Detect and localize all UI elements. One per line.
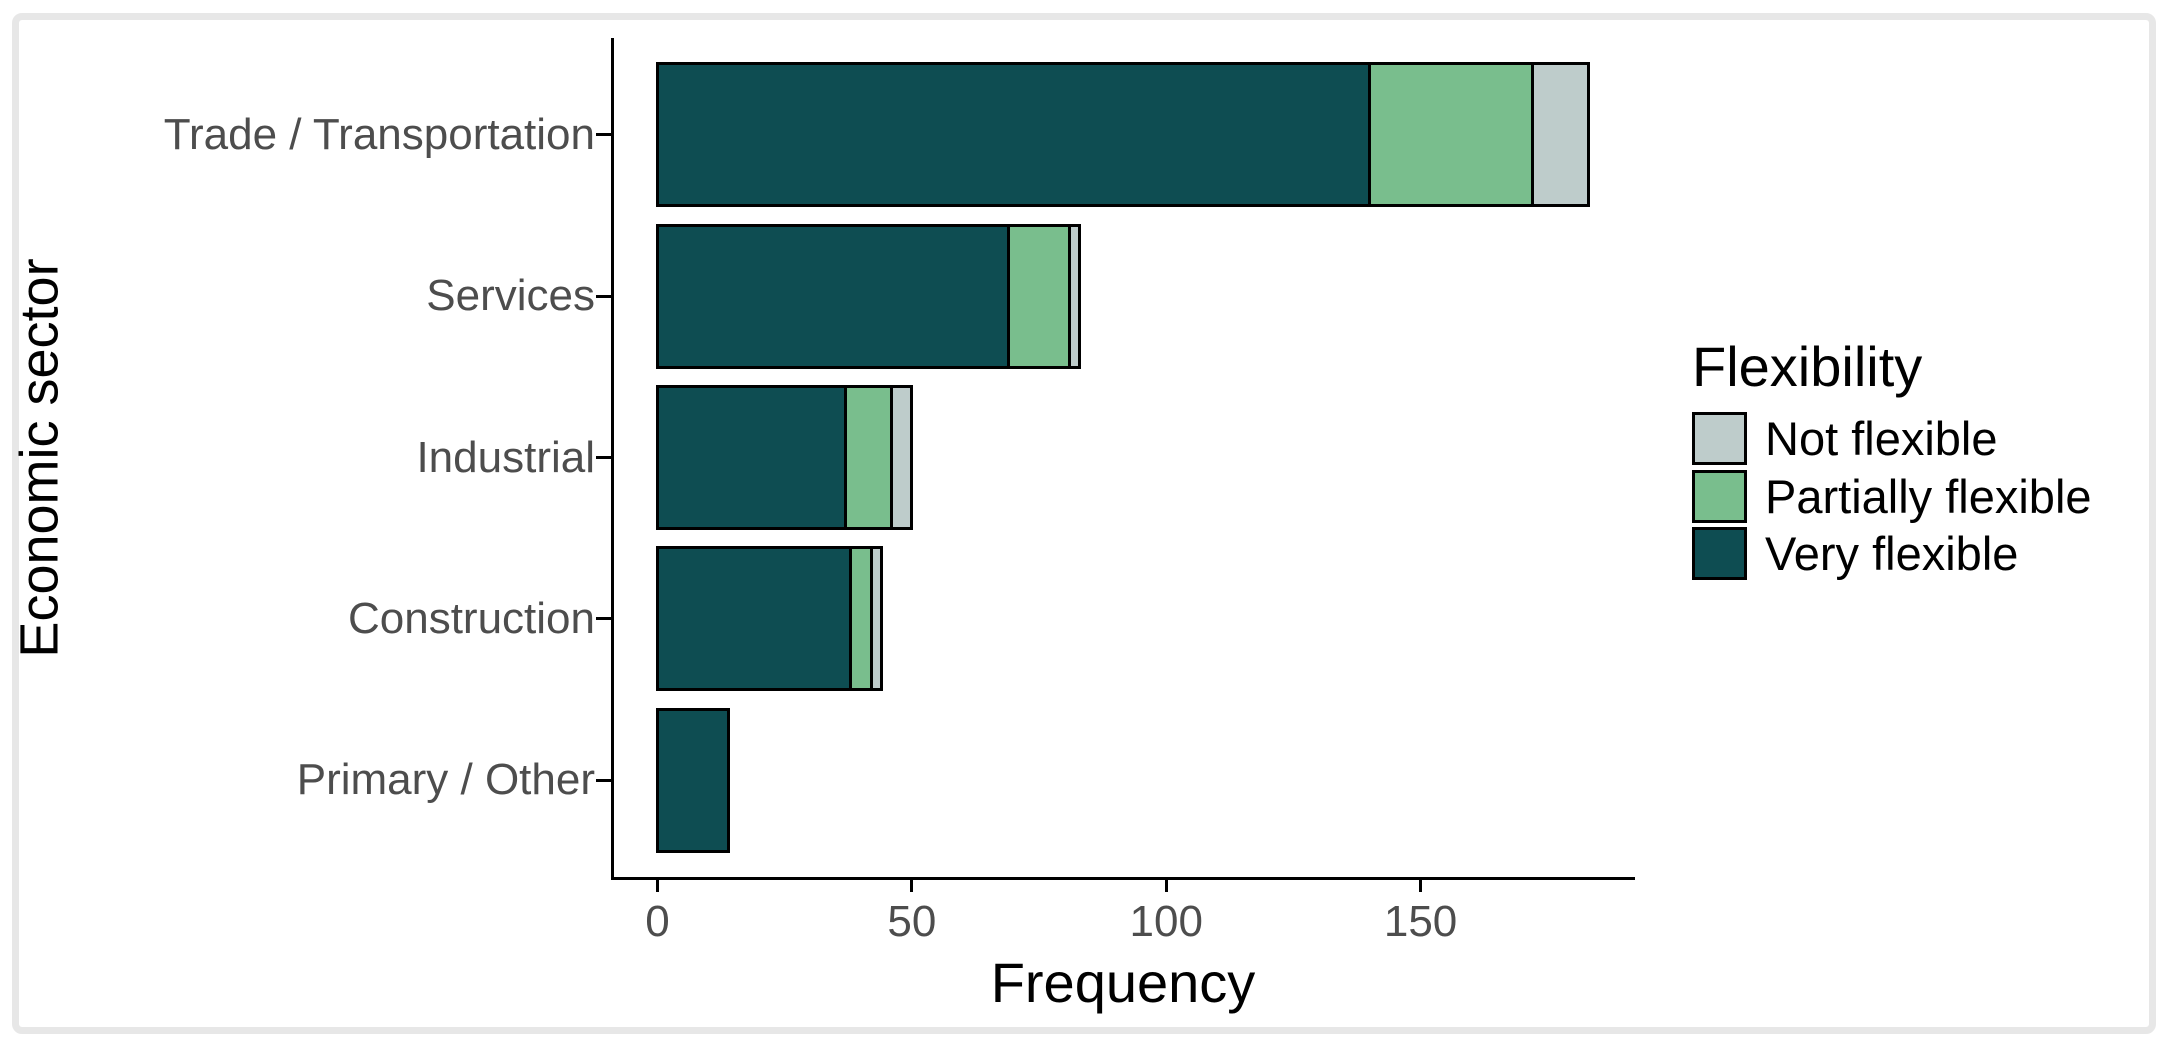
- x-tick-mark: [910, 877, 914, 892]
- bar-segment: [656, 62, 1372, 208]
- bar-segment: [1007, 223, 1072, 369]
- card-frame: [12, 13, 2156, 1034]
- y-axis-title-wrap: Economic sector: [8, 38, 72, 877]
- bar-segment: [869, 546, 883, 692]
- legend-entry-label: Very flexible: [1765, 527, 2019, 580]
- legend-swatch: [1692, 412, 1747, 465]
- bar-segment: [1530, 62, 1590, 208]
- legend-swatch: [1692, 527, 1747, 580]
- y-axis-title: Economic sector: [10, 257, 70, 658]
- legend-swatch: [1692, 469, 1747, 523]
- x-tick-label: 50: [887, 897, 937, 946]
- x-tick-mark: [1419, 877, 1423, 892]
- x-tick-mark: [1164, 877, 1168, 892]
- bar-segment: [656, 223, 1011, 369]
- y-category-label: Services: [426, 271, 595, 321]
- y-tick-mark: [596, 133, 611, 137]
- bar-segment: [656, 707, 731, 853]
- y-tick-mark: [596, 617, 611, 621]
- y-axis-line: [611, 38, 614, 880]
- bar-segment: [656, 546, 853, 692]
- bar-segment: [890, 384, 914, 531]
- x-axis-title: Frequency: [990, 951, 1256, 1014]
- y-tick-mark: [596, 294, 611, 298]
- y-category-label: Primary / Other: [296, 755, 595, 805]
- x-tick-label: 150: [1383, 897, 1458, 946]
- bar-segment: [844, 384, 894, 531]
- y-category-label: Industrial: [416, 432, 595, 482]
- x-tick-mark: [656, 877, 660, 892]
- legend-entry-label: Partially flexible: [1765, 469, 2092, 523]
- bar-segment: [1068, 223, 1082, 369]
- legend-title: Flexibility: [1692, 335, 1923, 398]
- x-tick-label: 0: [645, 897, 670, 946]
- bar-segment: [1368, 62, 1534, 208]
- legend-entry-label: Not flexible: [1765, 412, 1998, 465]
- x-axis-line: [611, 877, 1635, 880]
- y-category-label: Trade / Transportation: [163, 109, 595, 159]
- y-category-label: Construction: [347, 593, 595, 643]
- y-tick-mark: [596, 456, 611, 459]
- bar-segment: [656, 384, 848, 531]
- y-tick-mark: [596, 778, 611, 782]
- x-tick-label: 100: [1129, 897, 1203, 946]
